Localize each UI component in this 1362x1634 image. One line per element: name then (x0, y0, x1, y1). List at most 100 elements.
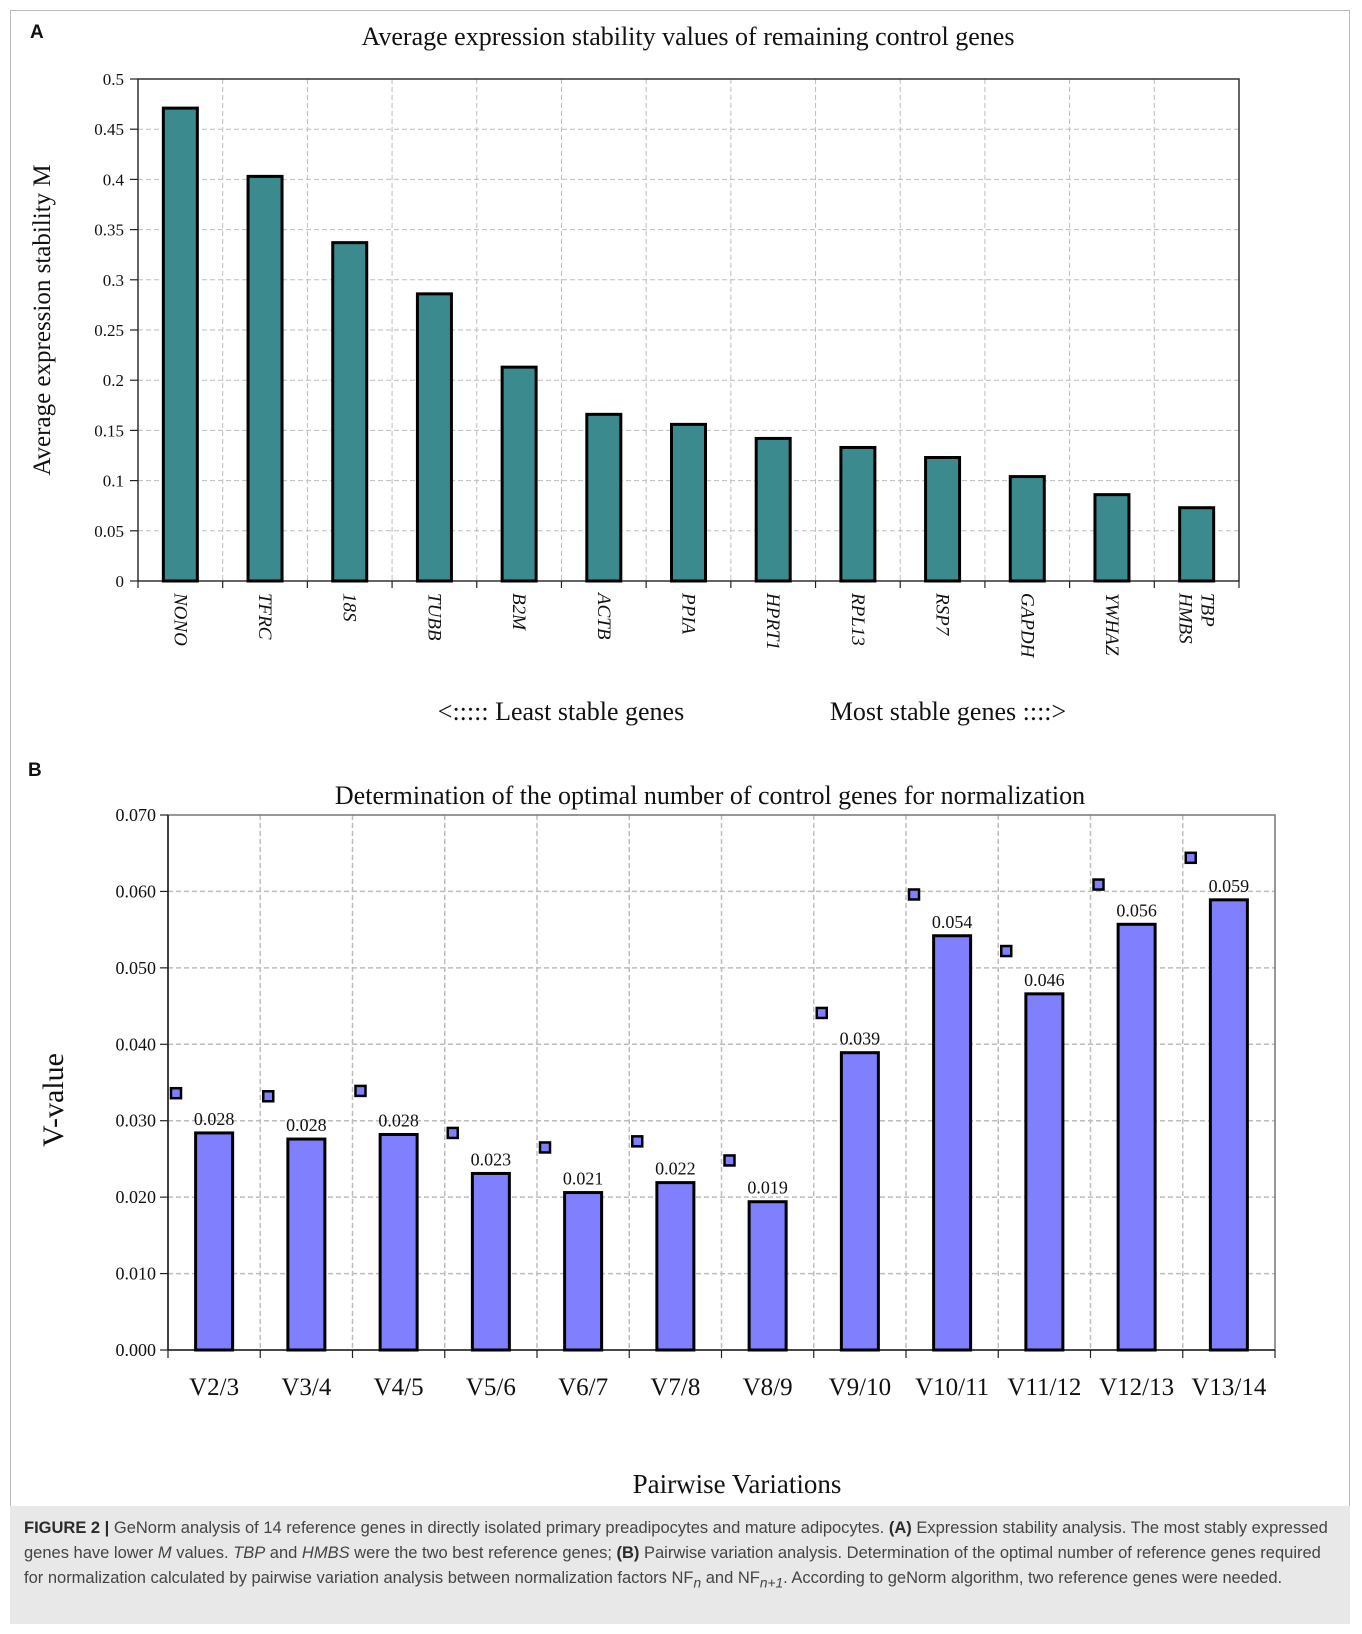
bar-18s (331, 241, 369, 583)
bar-v7-8 (655, 1181, 696, 1352)
marker-point (1092, 878, 1105, 891)
bar-hmbs-tbp (1178, 506, 1216, 583)
bar-rsp7 (924, 456, 962, 583)
y-tick-label: 0.2 (103, 371, 124, 390)
x-tick-label: V9/10 (829, 1374, 892, 1401)
y-tick-label: 0.25 (94, 321, 124, 340)
y-tick-label: 0.45 (94, 120, 124, 139)
value-label: 0.054 (932, 912, 973, 932)
value-label: 0.021 (563, 1169, 604, 1189)
x-tick-label: B2M (508, 593, 529, 631)
caption-text-1: GeNorm analysis of 14 reference genes in… (109, 1519, 889, 1537)
x-tick-label: ACTB (593, 591, 614, 640)
panel-label-a: A (30, 22, 44, 43)
value-label: 0.028 (378, 1110, 419, 1130)
x-tick-label: V5/6 (466, 1374, 516, 1401)
x-tick-label: V3/4 (281, 1374, 332, 1401)
bar-nono (161, 106, 199, 583)
marker-point (262, 1090, 275, 1103)
value-label: 0.059 (1209, 876, 1250, 896)
bar-ppia (670, 422, 707, 583)
y-tick-label: 0.010 (116, 1264, 157, 1284)
bar-hprt1 (754, 436, 792, 583)
bar-v10-11 (932, 934, 973, 1352)
x-tick-label: HPRT1 (762, 592, 783, 650)
chart-a-y-axis-label: Average expression stability M (29, 164, 56, 475)
x-tick-label: V4/5 (374, 1374, 424, 1401)
chart-b: Determination of the optimal number of c… (37, 781, 1276, 1499)
caption-text-7: and NF (701, 1569, 760, 1587)
y-tick-label: 0.5 (103, 70, 124, 89)
chart-a: Average expression stability values of r… (29, 22, 1240, 726)
caption-sub-n: n (693, 1575, 702, 1591)
y-tick-label: 0.060 (116, 881, 157, 901)
bar-v11-12 (1024, 992, 1065, 1352)
x-tick-label: V6/7 (558, 1374, 608, 1401)
bar-actb (585, 412, 623, 583)
bar-v6-7 (563, 1191, 604, 1352)
x-tick-label: PPIA (678, 592, 699, 635)
y-tick-label: 0 (116, 572, 125, 591)
value-label: 0.056 (1116, 900, 1157, 920)
y-tick-label: 0.35 (94, 221, 124, 240)
y-tick-label: 0.15 (94, 421, 124, 440)
caption-ref-b: (B) (616, 1544, 640, 1562)
least-stable-annotation: <::::: Least stable genes (438, 697, 684, 726)
y-tick-label: 0.050 (116, 958, 157, 978)
bar-tubb (415, 292, 453, 583)
bar-v2-3 (194, 1131, 235, 1352)
caption-tbp: TBP (233, 1544, 266, 1562)
x-tick-label: TUBB (423, 593, 444, 641)
caption-text-8: . According to geNorm algorithm, two ref… (783, 1569, 1283, 1587)
x-tick-label: V10/11 (915, 1374, 989, 1401)
caption-hmbs: HMBS (301, 1544, 350, 1562)
marker-point (538, 1141, 552, 1154)
marker-point (1184, 851, 1197, 865)
y-tick-label: 0.000 (116, 1340, 157, 1360)
marker-point (631, 1135, 644, 1148)
caption-lead: FIGURE 2 | (24, 1519, 110, 1537)
x-tick-label: V8/9 (743, 1374, 793, 1401)
bar-rpl13 (839, 445, 877, 583)
value-label: 0.028 (194, 1109, 235, 1129)
caption-text-4: and (265, 1544, 302, 1562)
x-tick-label: YWHAZ (1101, 593, 1122, 656)
caption-text-2: Expression stability analysis. The most … (24, 1519, 1328, 1562)
bar-b2m (500, 365, 538, 583)
x-tick-label: GAPDH (1016, 593, 1037, 659)
x-tick-label: V12/13 (1099, 1374, 1174, 1401)
y-tick-label: 0.1 (103, 472, 124, 491)
chart-b-x-axis-label: Pairwise Variations (633, 1469, 842, 1499)
value-label: 0.046 (1024, 970, 1065, 990)
caption-text-6: Pairwise variation analysis. Determinati… (24, 1544, 1321, 1587)
bar-v5-6 (470, 1171, 511, 1352)
value-label: 0.022 (655, 1159, 696, 1179)
figure-frame (10, 10, 1350, 1624)
value-label: 0.019 (747, 1178, 788, 1198)
bar-v9-10 (839, 1051, 880, 1352)
marker-point (815, 1006, 828, 1020)
bar-v8-9 (747, 1200, 788, 1352)
bar-tfrc (246, 174, 284, 583)
bar-gapdh (1008, 475, 1046, 583)
y-tick-label: 0.4 (103, 170, 125, 189)
x-tick-label: V7/8 (650, 1374, 700, 1401)
x-tick-label: NONO (169, 592, 190, 646)
y-tick-label: 0.3 (103, 271, 124, 290)
most-stable-annotation: Most stable genes ::::> (830, 697, 1066, 726)
y-tick-label: 0.020 (116, 1187, 157, 1207)
x-tick-label: V2/3 (189, 1374, 239, 1401)
chart-b-title: Determination of the optimal number of c… (335, 781, 1085, 810)
bar-v4-5 (378, 1132, 419, 1352)
marker-point (446, 1126, 459, 1140)
value-label: 0.028 (286, 1115, 327, 1135)
x-tick-label: V11/12 (1007, 1374, 1081, 1401)
caption-ref-a: (A) (888, 1519, 912, 1537)
x-tick-label: RSP7 (932, 592, 953, 637)
bar-v13-14 (1208, 898, 1249, 1352)
y-tick-label: 0.030 (116, 1111, 157, 1131)
value-label: 0.039 (840, 1029, 881, 1049)
x-tick-label: TFRC (254, 593, 275, 640)
caption-text-5: were the two best reference genes; (349, 1544, 617, 1562)
caption-text-3: values. (171, 1544, 234, 1562)
